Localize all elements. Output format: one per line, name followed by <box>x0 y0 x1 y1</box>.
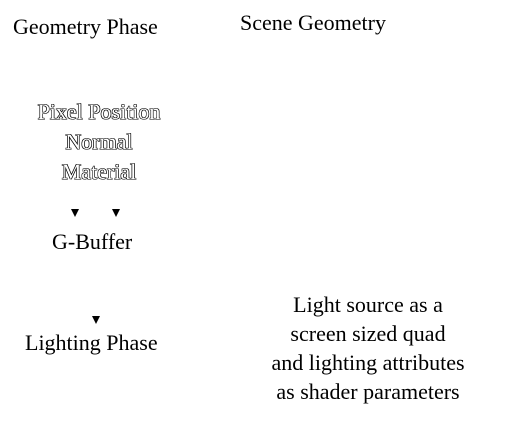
arrow-down-icon <box>112 209 120 217</box>
light-source-description: Light source as a screen sized quad and … <box>250 290 486 406</box>
light-description-line: as shader parameters <box>276 379 460 404</box>
geometry-phase-label: Geometry Phase <box>13 14 158 39</box>
arrow-down-icon <box>71 209 79 217</box>
gbuffer-label: G-Buffer <box>52 229 133 254</box>
light-description-line: and lighting attributes <box>271 350 465 375</box>
light-description-line: screen sized quad <box>290 321 446 346</box>
lighting-phase-label: Lighting Phase <box>25 330 158 355</box>
gbuffer-attributes: Pixel Position Normal Material <box>24 97 174 187</box>
arrow-down-icon <box>92 316 100 324</box>
light-description-line: Light source as a <box>293 292 443 317</box>
attribute-pixel-position: Pixel Position <box>37 99 161 124</box>
attribute-material: Material <box>61 159 137 184</box>
attribute-normal: Normal <box>65 129 133 154</box>
scene-geometry-label: Scene Geometry <box>240 10 386 35</box>
